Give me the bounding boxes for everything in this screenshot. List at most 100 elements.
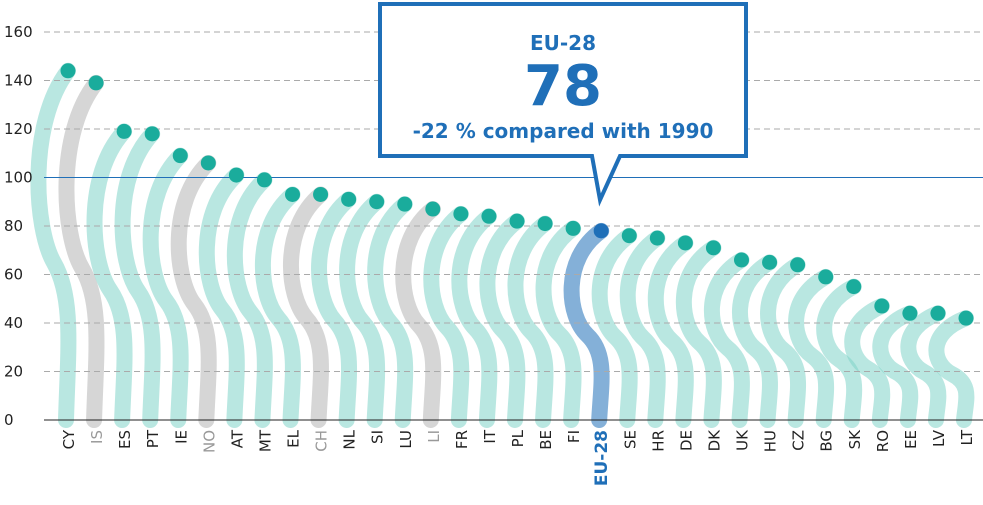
plume xyxy=(254,186,301,428)
y-tick-label: 40 xyxy=(4,314,23,332)
dot xyxy=(369,194,385,210)
dot xyxy=(649,230,665,246)
dot xyxy=(285,186,300,202)
dot xyxy=(874,298,890,314)
dot xyxy=(621,228,637,244)
plume xyxy=(395,201,442,428)
x-tick-label: LI xyxy=(425,430,443,443)
x-tick-label: BG xyxy=(818,430,836,452)
dot xyxy=(509,213,525,229)
y-tick-label: 120 xyxy=(4,120,33,138)
plume xyxy=(339,193,386,428)
dot xyxy=(537,216,553,232)
dot xyxy=(144,126,160,142)
callout-value: 78 xyxy=(524,54,602,119)
x-tick-label: LT xyxy=(958,429,976,445)
plume xyxy=(367,196,414,428)
plume xyxy=(675,239,722,428)
dot xyxy=(116,123,132,139)
y-tick-label: 20 xyxy=(4,363,23,381)
dot xyxy=(172,148,188,164)
plume xyxy=(451,208,498,428)
dot xyxy=(60,63,76,79)
dot xyxy=(930,305,946,321)
plume xyxy=(30,62,77,428)
dot xyxy=(200,155,216,171)
plume xyxy=(760,256,807,428)
callout: EU-28 78 -22 % compared with 1990 xyxy=(378,2,748,207)
plume xyxy=(703,251,750,428)
plume xyxy=(423,205,470,428)
y-tick-label: 60 xyxy=(4,266,23,284)
x-tick-label: IS xyxy=(88,430,106,444)
plume xyxy=(731,254,778,428)
x-tick-label: HR xyxy=(649,430,667,452)
dot xyxy=(734,252,749,268)
dot xyxy=(228,167,244,183)
y-tick-label: 100 xyxy=(4,169,33,187)
y-tick-label: 140 xyxy=(4,72,33,90)
x-tick-label: EE xyxy=(902,430,920,449)
x-tick-label: IT xyxy=(481,429,499,443)
dot xyxy=(818,269,834,285)
x-tick-label: CY xyxy=(60,429,78,449)
callout-note: -22 % compared with 1990 xyxy=(413,119,714,143)
x-tick-label: ES xyxy=(116,430,134,449)
x-tick-label: UK xyxy=(734,429,752,451)
x-tick-label: FR xyxy=(453,430,471,449)
dot xyxy=(481,208,497,224)
dot xyxy=(958,310,974,326)
plume xyxy=(170,154,217,428)
plume xyxy=(114,125,161,428)
x-tick-label: CZ xyxy=(790,430,808,451)
plume xyxy=(591,227,638,428)
x-tick-label: NO xyxy=(200,430,218,453)
dot xyxy=(425,201,441,217)
y-tick-label: 160 xyxy=(4,23,33,41)
x-tick-label: SK xyxy=(846,429,864,450)
axes: 0 20 40 60 80 100 120 140 160 CY IS ES PT IE NO AT MT EL C… xyxy=(4,23,983,486)
plume xyxy=(282,186,329,428)
dot xyxy=(902,305,918,321)
plume xyxy=(900,305,947,428)
x-tick-label: MT xyxy=(256,429,274,452)
plume xyxy=(311,191,358,428)
x-tick-label: BE xyxy=(537,430,555,450)
x-tick-label: LU xyxy=(397,430,415,449)
callout-box xyxy=(378,2,748,207)
x-tick-label: IE xyxy=(172,430,190,444)
plume xyxy=(479,213,526,428)
x-tick-label: LV xyxy=(930,429,948,447)
x-tick-label: CH xyxy=(313,430,331,452)
plume xyxy=(507,215,554,428)
dot xyxy=(397,196,413,212)
dot xyxy=(88,75,104,91)
dot xyxy=(313,186,329,202)
x-tick-label: RO xyxy=(874,430,892,452)
callout-label: EU-28 xyxy=(530,31,596,55)
dot xyxy=(341,191,357,207)
x-tick-label: FI xyxy=(565,430,583,443)
dot xyxy=(677,235,693,251)
plume xyxy=(788,268,835,428)
y-tick-label: 80 xyxy=(4,217,23,235)
dot xyxy=(453,206,469,222)
dot xyxy=(593,223,609,239)
plumes xyxy=(30,62,975,428)
dot xyxy=(790,257,806,273)
x-tick-label: PL xyxy=(509,429,527,447)
x-tick-label: SE xyxy=(621,430,639,449)
dot xyxy=(256,172,272,188)
plume xyxy=(619,230,666,428)
x-tick-label: NL xyxy=(341,429,359,449)
x-tick-label: EU-28 xyxy=(592,430,612,486)
plume xyxy=(58,74,105,428)
dot xyxy=(846,279,862,295)
x-tick-label: AT xyxy=(228,429,246,448)
plume xyxy=(647,234,694,428)
x-tick-label: HU xyxy=(762,430,780,452)
plume xyxy=(226,171,273,428)
marks xyxy=(60,63,974,326)
plume xyxy=(535,220,582,428)
